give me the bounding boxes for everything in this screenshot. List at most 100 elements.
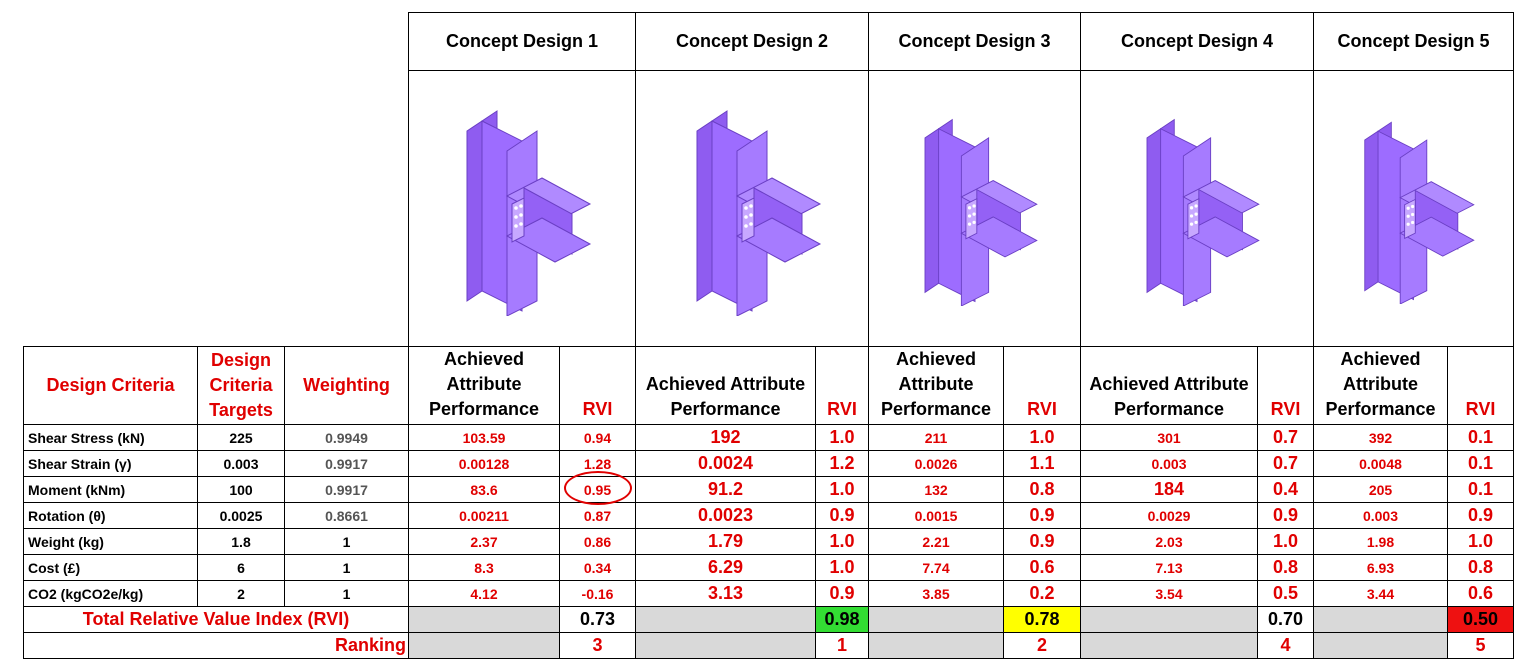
achieved-value: 192 (635, 424, 816, 451)
achieved-header: Achieved Attribute Performance (1313, 346, 1448, 425)
achieved-value: 0.00211 (408, 502, 560, 529)
rvi-value: 0.9 (1257, 502, 1314, 529)
achieved-value: 392 (1313, 424, 1448, 451)
criteria-label: Rotation (θ) (23, 502, 198, 529)
weighting-value: 0.8661 (284, 502, 409, 529)
rvi-value: 0.8 (1447, 554, 1514, 581)
rvi-header: RVI (559, 346, 636, 425)
rvi-value: 0.9 (1003, 502, 1081, 529)
rvi-value: 0.87 (559, 502, 636, 529)
rvi-value: 0.9 (1447, 502, 1514, 529)
concept-header-table: Concept Design 1 Concept Design 2 Concep… (408, 12, 1514, 347)
concept-image-3 (868, 70, 1081, 347)
rvi-value: 1.0 (815, 528, 869, 555)
weighting-value: 0.9949 (284, 424, 409, 451)
achieved-value: 2.21 (868, 528, 1004, 555)
rvi-value: 1.0 (1003, 424, 1081, 451)
achieved-value: 7.74 (868, 554, 1004, 581)
rvi-value: 0.9 (815, 580, 869, 607)
achieved-value: 83.6 (408, 476, 560, 503)
rvi-value: 0.9 (1003, 528, 1081, 555)
achieved-value: 6.93 (1313, 554, 1448, 581)
rvi-value: -0.16 (559, 580, 636, 607)
concept-image-5 (1313, 70, 1514, 347)
target-value: 2 (197, 580, 285, 607)
achieved-value: 184 (1080, 476, 1258, 503)
achieved-value: 0.0048 (1313, 450, 1448, 477)
achieved-value: 6.29 (635, 554, 816, 581)
rvi-value: 0.4 (1257, 476, 1314, 503)
criteria-label: Cost (£) (23, 554, 198, 581)
achieved-value: 0.00128 (408, 450, 560, 477)
rvi-value: 1.28 (559, 450, 636, 477)
rvi-value: 0.8 (1003, 476, 1081, 503)
annotation-ellipse (564, 471, 632, 505)
concept-image-1 (408, 70, 636, 347)
achieved-header: Achieved Attribute Performance (868, 346, 1004, 425)
table-row: Moment (kNm) 100 0.9917 83.6 0.95 91.2 1.0 132 0… (23, 471, 1514, 505)
criteria-label: Shear Stress (kN) (23, 424, 198, 451)
weighting-header: Weighting (284, 346, 409, 425)
design-criteria-header: Design Criteria (23, 346, 198, 425)
table-row: CO2 (kgCO2e/kg) 2 1 4.12 -0.16 3.13 0.9 3.85 0.2… (23, 580, 1514, 607)
beam-connection-image (1364, 121, 1475, 304)
total-rvi-value: 0.98 (815, 606, 869, 633)
achieved-value: 1.98 (1313, 528, 1448, 555)
rvi-value: 1.1 (1003, 450, 1081, 477)
ranking-value: 1 (815, 632, 869, 659)
achieved-value: 2.37 (408, 528, 560, 555)
ranking-value: 5 (1447, 632, 1514, 659)
target-value: 0.0025 (197, 502, 285, 529)
target-value: 225 (197, 424, 285, 451)
criteria-label: Shear Strain (γ) (23, 450, 198, 477)
criteria-rows: Shear Stress (kN) 225 0.9949 103.59 0.94 192 1… (23, 424, 1514, 607)
achieved-header: Achieved Attribute Performance (635, 346, 816, 425)
rvi-value: 0.9 (815, 502, 869, 529)
table-row: Shear Strain (γ) 0.003 0.9917 0.00128 1.28 0.… (23, 450, 1514, 477)
criteria-label: Weight (kg) (23, 528, 198, 555)
rvi-value: 0.2 (1003, 580, 1081, 607)
beam-connection-image (696, 110, 821, 317)
rvi-value: 0.7 (1257, 450, 1314, 477)
ranking-label: Ranking (23, 632, 409, 659)
achieved-value: 0.003 (1313, 502, 1448, 529)
rvi-table: Design Criteria Design Criteria Targets … (23, 346, 1514, 659)
rvi-value: 1.0 (815, 424, 869, 451)
rvi-value: 0.1 (1447, 476, 1514, 503)
rvi-value: 0.5 (1257, 580, 1314, 607)
table-header-row: Design Criteria Design Criteria Targets … (23, 346, 1514, 425)
weighting-value: 1 (284, 580, 409, 607)
achieved-value: 0.0029 (1080, 502, 1258, 529)
achieved-value: 4.12 (408, 580, 560, 607)
achieved-value: 205 (1313, 476, 1448, 503)
achieved-value: 7.13 (1080, 554, 1258, 581)
circled-rvi-value: 0.95 (559, 471, 636, 505)
achieved-value: 8.3 (408, 554, 560, 581)
concept-title: Concept Design 5 (1313, 12, 1514, 71)
concept-image-2 (635, 70, 869, 347)
rvi-value: 1.0 (1257, 528, 1314, 555)
target-value: 0.003 (197, 450, 285, 477)
rvi-value: 0.1 (1447, 450, 1514, 477)
achieved-value: 103.59 (408, 424, 560, 451)
achieved-value: 3.54 (1080, 580, 1258, 607)
achieved-value: 2.03 (1080, 528, 1258, 555)
rvi-value: 0.1 (1447, 424, 1514, 451)
rvi-value: 0.8 (1257, 554, 1314, 581)
ranking-row: Ranking 3 1 2 4 5 (23, 632, 1514, 659)
rvi-value: 1.0 (1447, 528, 1514, 555)
ranking-value: 3 (559, 632, 636, 659)
achieved-value: 91.2 (635, 476, 816, 503)
rvi-value: 0.6 (1447, 580, 1514, 607)
achieved-value: 3.85 (868, 580, 1004, 607)
weighting-value: 0.9917 (284, 476, 409, 503)
beam-connection-image (924, 119, 1037, 307)
achieved-header: Achieved Attribute Performance (408, 346, 560, 425)
achieved-value: 211 (868, 424, 1004, 451)
achieved-value: 0.0024 (635, 450, 816, 477)
ranking-value: 2 (1003, 632, 1081, 659)
total-rvi-label: Total Relative Value Index (RVI) (23, 606, 409, 633)
table-row: Shear Stress (kN) 225 0.9949 103.59 0.94 192 1… (23, 424, 1514, 451)
criteria-label: CO2 (kgCO2e/kg) (23, 580, 198, 607)
weighting-value: 1 (284, 528, 409, 555)
